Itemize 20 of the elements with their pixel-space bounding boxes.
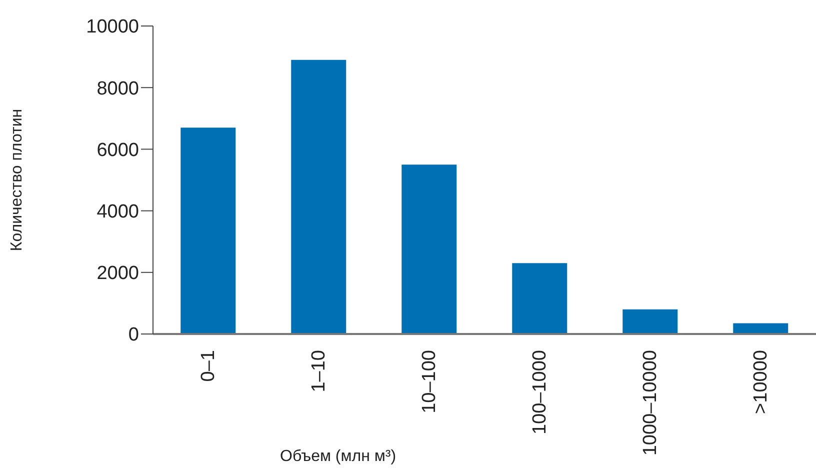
- x-tick-label: 1–10: [308, 350, 330, 392]
- x-axis-title: Объем (млн м³): [280, 448, 396, 465]
- x-tick-label: 100–1000: [529, 350, 550, 435]
- y-tick-label: 0: [128, 324, 139, 346]
- bar: [512, 263, 568, 334]
- y-tick-label: 6000: [96, 140, 139, 161]
- y-axis-title: Количество плотин: [8, 108, 26, 252]
- bar: [180, 128, 236, 334]
- bar: [733, 323, 788, 334]
- x-tick-label: 1000–10000: [640, 350, 661, 456]
- bar: [402, 164, 457, 334]
- y-tick-label: 10000: [86, 16, 139, 38]
- y-tick-label: 8000: [96, 78, 139, 100]
- bar: [291, 60, 346, 334]
- x-tick-label: 0–1: [198, 350, 219, 382]
- y-tick-label: 4000: [96, 202, 139, 223]
- x-tick-label: 10–100: [418, 350, 440, 414]
- bar: [622, 309, 678, 334]
- x-tick-label: >10000: [750, 350, 772, 414]
- y-tick-label: 2000: [96, 263, 139, 284]
